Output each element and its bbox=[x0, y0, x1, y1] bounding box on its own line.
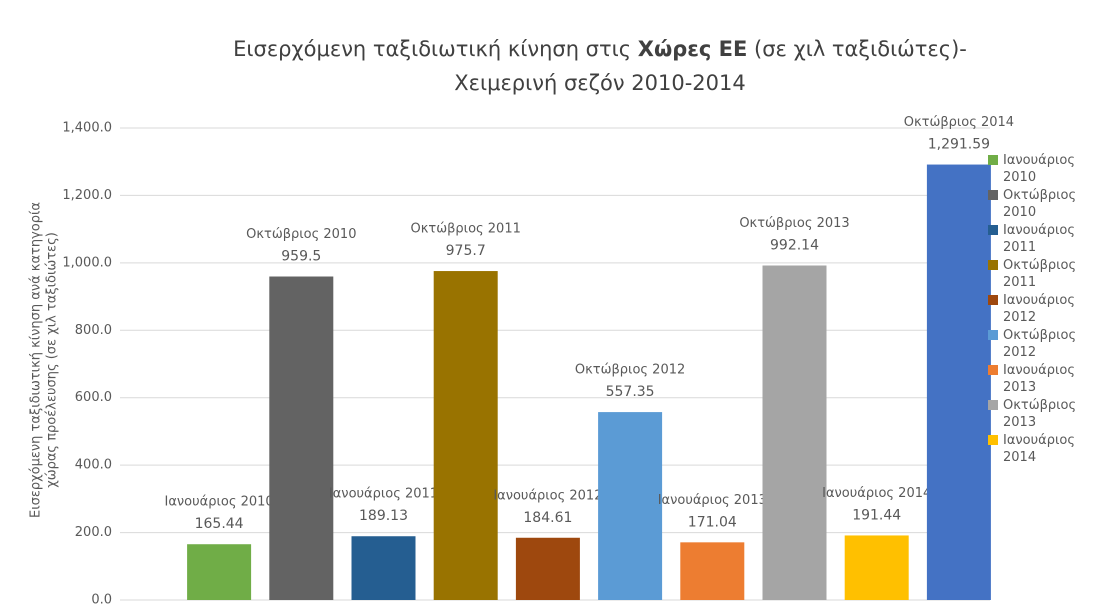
legend-swatch bbox=[988, 400, 998, 410]
legend-line: Ιανουάριος bbox=[1003, 363, 1075, 378]
y-axis-title-line: Εισερχόμενη ταξιδιωτική κίνηση ανά κατηγ… bbox=[29, 202, 44, 518]
value-label: 975.7 bbox=[446, 243, 486, 259]
bar bbox=[844, 535, 909, 600]
legend-line: Οκτώβριος bbox=[1003, 328, 1076, 343]
legend-line: 2011 bbox=[1003, 275, 1036, 290]
bar bbox=[269, 276, 334, 600]
legend-label: Οκτώβριος 2010 bbox=[1003, 188, 1076, 220]
legend-line: 2010 bbox=[1003, 205, 1036, 220]
legend-line: Ιανουάριος bbox=[1003, 223, 1075, 238]
legend-line: 2012 bbox=[1003, 310, 1036, 325]
category-label: Ιανουάριος 2011 bbox=[329, 487, 438, 502]
legend-line: 2014 bbox=[1003, 450, 1036, 465]
bar bbox=[515, 537, 580, 600]
legend-line: 2012 bbox=[1003, 345, 1036, 360]
value-label: 184.61 bbox=[523, 510, 572, 526]
legend-line: Ιανουάριος bbox=[1003, 153, 1075, 168]
value-label: 992.14 bbox=[770, 238, 819, 254]
y-tick-label: 400.0 bbox=[75, 458, 112, 473]
legend-line: Ιανουάριος bbox=[1003, 433, 1075, 448]
bar bbox=[351, 536, 416, 600]
bar bbox=[926, 164, 991, 600]
y-tick-label: 1,000.0 bbox=[62, 255, 112, 270]
category-label: Ιανουάριος 2010 bbox=[165, 495, 274, 510]
legend-swatch bbox=[988, 155, 998, 165]
legend-swatch bbox=[988, 225, 998, 235]
value-label: 959.5 bbox=[281, 249, 321, 265]
legend-line: Οκτώβριος bbox=[1003, 258, 1076, 273]
bar bbox=[762, 265, 827, 600]
title-part: Χώρες ΕΕ bbox=[638, 37, 748, 61]
category-label: Οκτώβριος 2012 bbox=[575, 363, 685, 378]
y-axis-title: Εισερχόμενη ταξιδιωτική κίνηση ανά κατηγ… bbox=[29, 202, 60, 518]
legend-label: Ιανουάριος 2013 bbox=[1003, 363, 1075, 395]
legend-swatch bbox=[988, 435, 998, 445]
y-axis-title-line: χώρας προέλευσης (σε χιλ ταξιδιώτες) bbox=[45, 232, 60, 488]
category-label: Οκτώβριος 2010 bbox=[246, 227, 356, 242]
legend-line: Οκτώβριος bbox=[1003, 398, 1076, 413]
legend-line: 2011 bbox=[1003, 240, 1036, 255]
y-tick-label: 1,200.0 bbox=[62, 188, 112, 203]
category-label: Οκτώβριος 2011 bbox=[411, 222, 521, 237]
value-label: 557.35 bbox=[606, 384, 655, 400]
title-part: (σε χιλ ταξιδιώτες)- bbox=[747, 37, 966, 61]
legend-swatch bbox=[988, 365, 998, 375]
y-tick-label: 0.0 bbox=[91, 593, 112, 608]
chart-title: Εισερχόμενη ταξιδιωτική κίνηση στις Χώρε… bbox=[233, 37, 967, 61]
legend-line: 2010 bbox=[1003, 170, 1036, 185]
legend-label: Οκτώβριος 2012 bbox=[1003, 328, 1076, 360]
legend-line: Οκτώβριος bbox=[1003, 188, 1076, 203]
legend-label: Ιανουάριος 2011 bbox=[1003, 223, 1075, 255]
bar bbox=[187, 544, 252, 600]
y-tick-label: 800.0 bbox=[75, 323, 112, 338]
value-label: 165.44 bbox=[195, 516, 244, 532]
category-label: Ιανουάριος 2013 bbox=[658, 493, 767, 508]
bar bbox=[433, 271, 498, 600]
legend-swatch bbox=[988, 295, 998, 305]
legend-line: Ιανουάριος bbox=[1003, 293, 1075, 308]
legend-swatch bbox=[988, 260, 998, 270]
bar bbox=[598, 412, 663, 600]
bar bbox=[680, 542, 745, 600]
legend-label: Ιανουάριος 2010 bbox=[1003, 153, 1075, 185]
value-label: 1,291.59 bbox=[928, 137, 990, 153]
legend-label: Οκτώβριος 2011 bbox=[1003, 258, 1076, 290]
category-label: Οκτώβριος 2013 bbox=[739, 216, 849, 231]
legend-line: 2013 bbox=[1003, 380, 1036, 395]
title-part: Εισερχόμενη ταξιδιωτική κίνηση στις bbox=[233, 37, 638, 61]
legend-label: Οκτώβριος 2013 bbox=[1003, 398, 1076, 430]
legend-line: 2013 bbox=[1003, 415, 1036, 430]
category-label: Ιανουάριος 2012 bbox=[493, 488, 602, 503]
chart-title: Χειμερινή σεζόν 2010-2014 bbox=[454, 71, 746, 95]
category-label: Οκτώβριος 2014 bbox=[904, 115, 1014, 130]
category-label: Ιανουάριος 2014 bbox=[822, 486, 931, 501]
legend-label: Ιανουάριος 2012 bbox=[1003, 293, 1075, 325]
value-label: 171.04 bbox=[688, 514, 737, 530]
value-label: 191.44 bbox=[852, 507, 901, 523]
y-tick-label: 600.0 bbox=[75, 390, 112, 405]
y-tick-label: 200.0 bbox=[75, 525, 112, 540]
y-tick-label: 1,400.0 bbox=[62, 121, 112, 136]
legend-swatch bbox=[988, 190, 998, 200]
legend-label: Ιανουάριος 2014 bbox=[1003, 433, 1075, 465]
legend-swatch bbox=[988, 330, 998, 340]
value-label: 189.13 bbox=[359, 508, 408, 524]
